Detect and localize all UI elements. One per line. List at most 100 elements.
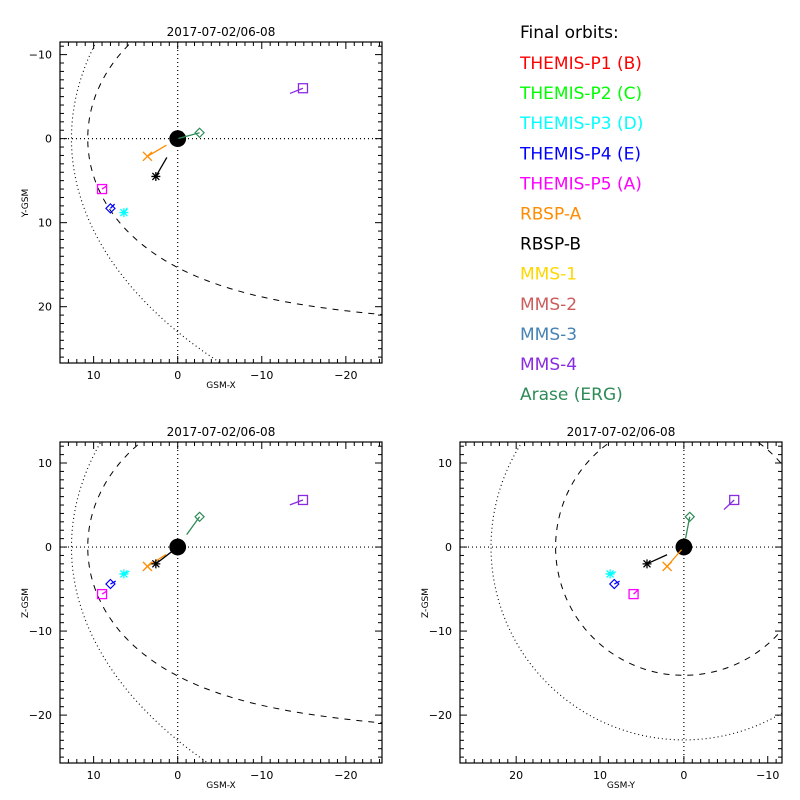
x-tick-label: 0	[680, 769, 687, 782]
legend-item: THEMIS-P1 (B)	[519, 54, 642, 74]
x-axis-label: GSM-X	[206, 381, 235, 391]
diamond-marker	[194, 511, 205, 523]
legend: Final orbits: THEMIS-P1 (B) THEMIS-P2 (C)…	[519, 23, 643, 405]
legend-item: RBSP-A	[520, 205, 582, 225]
legend-item: Arase (ERG)	[520, 385, 623, 405]
legend-item: MMS-2	[520, 295, 577, 315]
marker-themis-p3-d-	[605, 569, 616, 579]
asterisk-marker	[151, 171, 161, 181]
x-marker	[142, 561, 153, 572]
y-tick-label: −10	[29, 49, 52, 62]
marker-rbsp-a	[142, 553, 167, 572]
plot-title: 2017-07-02/06-08	[567, 425, 676, 439]
marker-themis-p5-a-	[96, 183, 108, 195]
legend-item: MMS-1	[520, 265, 577, 285]
x-tick-label: 10	[87, 769, 101, 782]
y-tick-label: 10	[438, 457, 452, 470]
asterisk-marker	[642, 559, 652, 569]
y-tick-label: 10	[38, 457, 52, 470]
y-tick-label: 20	[38, 301, 52, 314]
square-marker	[96, 588, 108, 600]
marker-themis-p5-a-	[628, 588, 639, 600]
y-axis-label: Z-GSM	[21, 588, 31, 618]
plot-area	[60, 42, 382, 363]
orbit-trail	[155, 157, 168, 177]
square-marker	[729, 494, 740, 506]
y-tick-label: −20	[429, 709, 452, 722]
plot-title: 2017-07-02/06-08	[167, 25, 276, 39]
y-axis-label: Z-GSM	[421, 588, 431, 618]
asterisk-marker	[605, 569, 615, 579]
diamond-marker	[684, 511, 696, 523]
marker-mms	[289, 494, 309, 506]
orbit-trail	[147, 553, 167, 567]
marker-mms	[289, 83, 309, 95]
x-marker	[142, 151, 153, 162]
marker-themis-p4-e-	[105, 578, 117, 590]
bow-shock-curve	[490, 442, 782, 741]
earth-marker	[169, 538, 187, 556]
marker-themis-p5-a-	[96, 588, 108, 600]
x-tick-label: 20	[509, 769, 523, 782]
earth-marker	[169, 130, 187, 148]
x-tick-label: −20	[334, 369, 357, 382]
y-tick-label: −10	[29, 625, 52, 638]
marker-themis-p4-e-	[105, 203, 116, 214]
y-axis-label: Y-GSM	[21, 189, 31, 218]
y-tick-label: −10	[429, 625, 452, 638]
orbit-trail	[633, 589, 639, 595]
orbit-trail	[289, 87, 304, 95]
marker-themis-p3-d-	[119, 569, 130, 579]
x-tick-label: 0	[174, 369, 181, 382]
x-tick-label: 10	[593, 769, 607, 782]
plot-frame	[459, 441, 783, 764]
legend-title: Final orbits:	[520, 23, 619, 43]
marker-rbsp-b	[151, 549, 174, 569]
x-tick-label: −10	[250, 369, 273, 382]
plot-y-z: 2017-07-02/06-08 GSM-Y Z-GSM 20 10 0 −10 10 0…	[421, 425, 783, 791]
x-tick-label: 0	[174, 769, 181, 782]
plot-x-z: 2017-07-02/06-08 GSM-X Z-GSM 10 0 −10 −20 10…	[21, 425, 383, 791]
legend-item: THEMIS-P5 (A)	[519, 174, 642, 194]
x-tick-label: 10	[87, 369, 101, 382]
y-tick-label: 0	[445, 541, 452, 554]
diamond-marker	[194, 127, 205, 139]
orbit-trail	[147, 144, 167, 157]
square-marker	[628, 588, 639, 600]
square-marker	[297, 494, 309, 506]
plot-area	[60, 442, 382, 763]
orbit-trail	[646, 554, 668, 565]
magnetopause-curve	[87, 42, 382, 315]
y-tick-label: 0	[45, 541, 52, 554]
marker-arase-erg-	[178, 127, 205, 140]
marker-themis-p4-e-	[608, 578, 620, 590]
y-tick-label: 10	[38, 217, 52, 230]
legend-item: MMS-3	[520, 325, 577, 345]
plot-area	[460, 442, 782, 763]
asterisk-marker	[119, 569, 129, 579]
asterisk-marker	[119, 208, 129, 218]
asterisk-marker	[151, 559, 161, 569]
marker-arase-erg-	[684, 511, 696, 539]
marker-rbsp-a	[662, 549, 683, 572]
orbit-trail	[289, 499, 304, 506]
plot-frame	[59, 441, 383, 764]
plot-title: 2017-07-02/06-08	[167, 425, 276, 439]
marker-themis-p3-d-	[119, 207, 129, 218]
plot-x-y: 2017-07-02/06-08 GSM-X Y-GSM 10 0 −10 −20 −1…	[21, 25, 383, 391]
diamond-marker	[608, 578, 620, 590]
legend-item: THEMIS-P3 (D)	[519, 114, 643, 134]
x-tick-label: −10	[756, 769, 779, 782]
legend-item: THEMIS-P2 (C)	[519, 84, 642, 104]
x-tick-label: −20	[334, 769, 357, 782]
legend-item: MMS-4	[520, 355, 577, 375]
bow-shock-curve	[70, 42, 222, 363]
marker-rbsp-b	[151, 157, 168, 181]
marker-arase-erg-	[186, 511, 205, 536]
x-axis-label: GSM-Y	[607, 781, 636, 791]
plot-frame	[59, 41, 383, 364]
x-axis-label: GSM-X	[206, 781, 235, 791]
magnetopause-curve	[87, 442, 382, 724]
y-tick-label: −20	[29, 709, 52, 722]
